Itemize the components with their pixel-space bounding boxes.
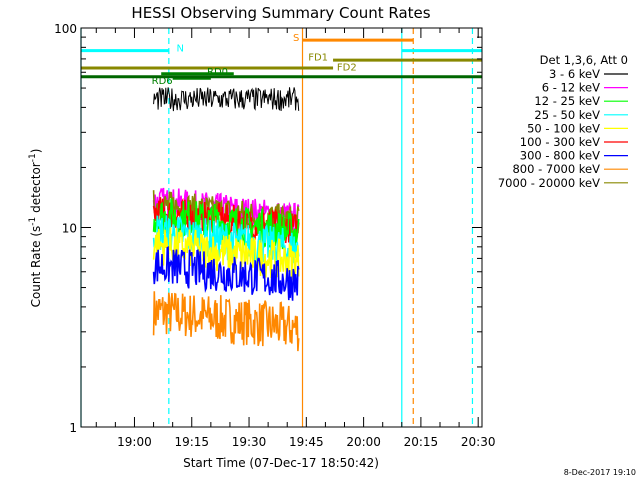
chart-title: HESSI Observing Summary Count Rates: [131, 4, 430, 22]
series-layer: [152, 87, 300, 352]
legend-label-0: 3 - 6 keV: [549, 67, 600, 81]
legend-label-1: 6 - 12 keV: [542, 81, 600, 95]
series-line-0: [153, 87, 300, 112]
flag-bars: N S FD1 FD2 RD0 RD6: [81, 33, 482, 87]
y-axis: 1 10 100: [54, 22, 482, 435]
flag-label-6: RD6: [152, 76, 173, 87]
y-axis-label-main: Count Rate (s: [29, 226, 43, 308]
x-tick-label: 19:45: [289, 435, 324, 449]
x-tick-label: 19:30: [232, 435, 267, 449]
timestamp: 8-Dec-2017 19:10: [564, 468, 636, 477]
y-axis-label-tail: detector: [29, 162, 43, 217]
y-axis-label-sup2: -1: [28, 153, 38, 162]
flag-label-3: FD1: [308, 52, 328, 63]
flag-label-2: S: [293, 33, 299, 44]
series-line-7: [152, 291, 300, 352]
y-axis-label-close: ): [29, 149, 43, 154]
legend-title: Det 1,3,6, Att 0: [540, 53, 628, 67]
legend-label-8: 7000 - 20000 keV: [498, 176, 600, 190]
legend-label-3: 25 - 50 keV: [534, 108, 600, 122]
legend-label-6: 300 - 800 keV: [520, 149, 600, 163]
flag-label-5: RD0: [207, 67, 228, 78]
x-tick-label: 19:00: [117, 435, 152, 449]
x-tick-label: 20:30: [461, 435, 496, 449]
legend-label-5: 100 - 300 keV: [520, 135, 600, 149]
legend-label-7: 800 - 7000 keV: [512, 162, 600, 176]
y-axis-label: Count Rate (s-1 detector-1): [28, 149, 43, 308]
legend-label-2: 12 - 25 keV: [534, 94, 600, 108]
x-axis-label: Start Time (07-Dec-17 18:50:42): [183, 456, 379, 470]
y-tick-label: 100: [54, 22, 77, 36]
legend-label-4: 50 - 100 keV: [527, 121, 600, 135]
x-tick-label: 20:00: [346, 435, 381, 449]
flag-label-0: N: [176, 43, 183, 54]
flag-label-4: FD2: [337, 63, 357, 74]
series-line-5: [152, 197, 300, 244]
y-tick-label: 1: [69, 421, 77, 435]
x-axis: 19:00 19:15 19:30 19:45 20:00 20:15 20:30: [95, 28, 496, 449]
y-tick-label: 10: [62, 222, 77, 236]
x-tick-label: 19:15: [174, 435, 209, 449]
y-axis-label-sup: -1: [28, 217, 38, 226]
series-line-6: [152, 246, 300, 301]
x-tick-label: 20:15: [404, 435, 439, 449]
